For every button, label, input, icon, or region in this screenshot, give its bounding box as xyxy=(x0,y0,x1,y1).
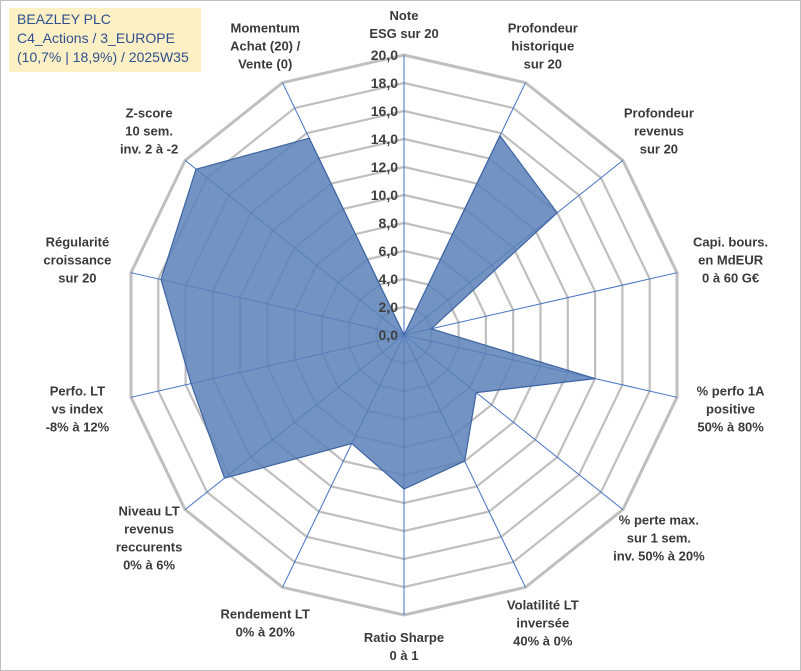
axis-label: Momentum xyxy=(231,21,300,36)
tick-label: 20,0 xyxy=(371,47,398,63)
tick-layer: 0,0 2,0 4,0 6,0 8,0 10,0 12,0 14,0 16,0 18,0 20,0 xyxy=(371,47,398,343)
axis-label: 10 sem. xyxy=(125,124,173,139)
axis-label: positive xyxy=(706,402,755,417)
axis-label: 40% à 0% xyxy=(513,633,573,648)
axis-label: Régularité xyxy=(46,235,110,250)
axis-label: croissance xyxy=(43,253,111,268)
axis-label: Profondeur xyxy=(624,106,694,121)
axis-label: 0 à 60 G€ xyxy=(702,271,759,286)
axis-label: inv. 50% à 20% xyxy=(613,548,705,563)
axis-label: reccurents xyxy=(116,539,182,554)
series-layer xyxy=(160,134,596,490)
axis-label: 50% à 80% xyxy=(697,420,764,435)
tick-label: 4,0 xyxy=(379,271,399,287)
axis-label: Perfo. LT xyxy=(50,384,105,399)
tick-label: 6,0 xyxy=(379,243,399,259)
title-line-1: BEAZLEY PLC xyxy=(17,11,111,27)
axis-label-layer: Note ESG sur 20 Profondeur historique sur 20… xyxy=(43,8,768,663)
axis-label: % perfo 1A xyxy=(697,384,766,399)
axis-label: historique xyxy=(511,39,574,54)
axis-label: inversée xyxy=(516,615,569,630)
axis-label: sur 20 xyxy=(640,142,678,157)
axis-label: Z-score xyxy=(126,106,173,121)
axis-label: sur 1 sem. xyxy=(627,530,691,545)
axis-label: Achat (20) / xyxy=(230,39,300,54)
tick-label: 0,0 xyxy=(379,327,399,343)
axis-label: 0% à 6% xyxy=(123,557,175,572)
axis-label: Rendement LT xyxy=(221,606,310,621)
axis-label: Volatilité LT xyxy=(507,597,579,612)
title-line-3: (10,7% | 18,9%) / 2025W35 xyxy=(17,49,189,65)
axis-label: sur 20 xyxy=(524,57,562,72)
axis-label: 0 à 1 xyxy=(390,648,419,663)
axis-label: -8% à 12% xyxy=(46,420,110,435)
axis-label: Ratio Sharpe xyxy=(364,630,444,645)
tick-label: 14,0 xyxy=(371,131,398,147)
axis-label: revenus xyxy=(634,124,684,139)
axis-label: vs index xyxy=(51,402,104,417)
chart-title-box: BEAZLEY PLC C4_Actions / 3_EUROPE (10,7%… xyxy=(9,8,201,72)
tick-label: 8,0 xyxy=(379,215,399,231)
axis-label: sur 20 xyxy=(58,271,96,286)
axis-label: en MdEUR xyxy=(698,253,764,268)
axis-spoke xyxy=(403,272,678,336)
axis-label: inv. 2 à -2 xyxy=(120,142,178,157)
axis-label: revenus xyxy=(124,521,174,536)
title-line-2: C4_Actions / 3_EUROPE xyxy=(17,30,175,46)
axis-label: Vente (0) xyxy=(238,57,292,72)
axis-label: 0% à 20% xyxy=(236,624,296,639)
tick-label: 16,0 xyxy=(371,103,398,119)
axis-label: Profondeur xyxy=(508,21,578,36)
tick-label: 12,0 xyxy=(371,159,398,175)
axis-label: Note xyxy=(390,8,419,23)
tick-label: 2,0 xyxy=(379,299,399,315)
axis-label: ESG sur 20 xyxy=(369,26,438,41)
axis-label: Niveau LT xyxy=(119,503,180,518)
tick-label: 10,0 xyxy=(371,187,398,203)
tick-label: 18,0 xyxy=(371,75,398,91)
axis-label: Capi. bours. xyxy=(693,235,768,250)
axis-label: % perte max. xyxy=(619,512,699,527)
